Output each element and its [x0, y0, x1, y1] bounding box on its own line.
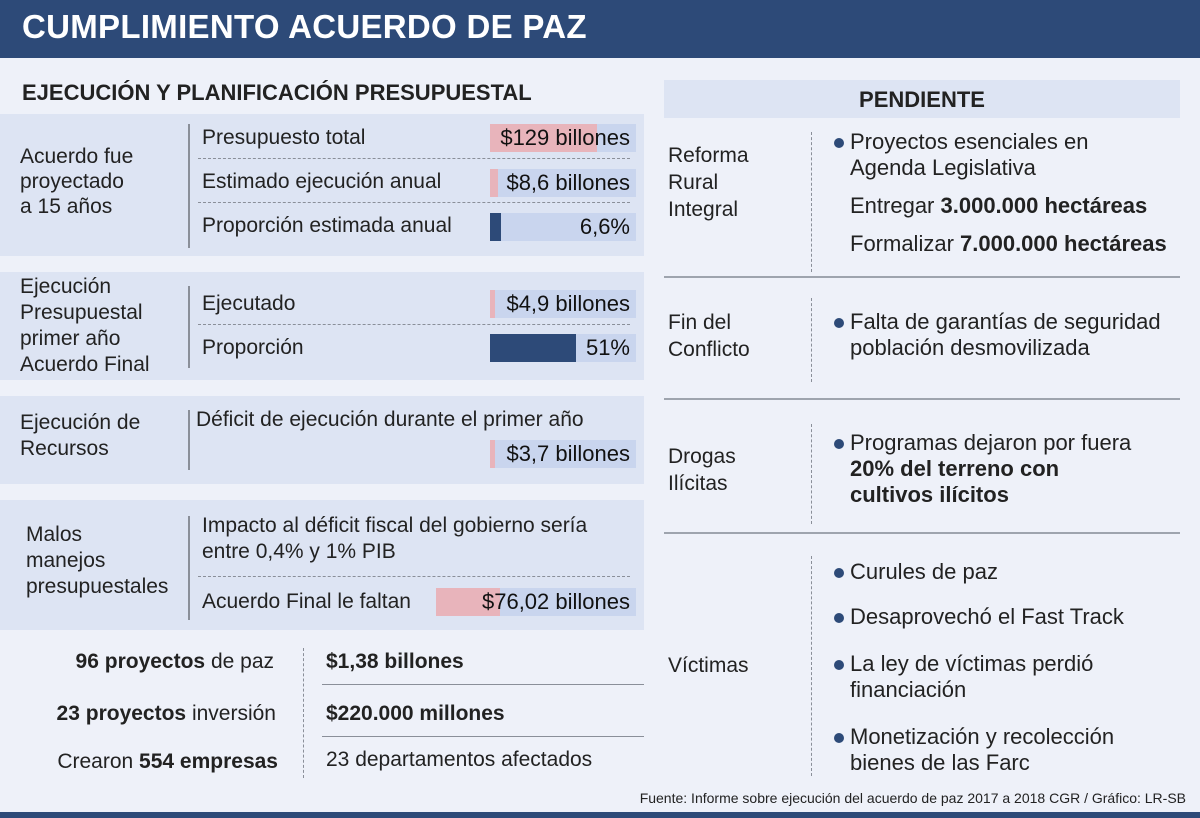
value-annual-proportion: 6,6% — [579, 214, 630, 239]
value-executed: $4,9 billones — [506, 291, 630, 316]
row-divider — [198, 202, 630, 203]
box-mismanagement-label: Malos manejos presupuestales — [26, 523, 169, 598]
row-label-total-budget: Presupuesto total — [202, 126, 366, 149]
category-end-conflict: Fin del Conflicto — [668, 311, 750, 361]
divider-line — [188, 410, 190, 470]
item-fast-track: Desaprovechó el Fast Track — [850, 604, 1124, 629]
row-divider — [198, 324, 630, 325]
box-projection: Acuerdo fue proyectado a 15 años Presupu… — [0, 114, 644, 256]
stat-companies: Crearon 554 empresas — [57, 750, 278, 773]
box-projection-label: Acuerdo fue proyectado a 15 años — [20, 145, 134, 218]
row-label-annual-proportion: Proporción estimada anual — [202, 214, 452, 237]
stat-investment-projects: 23 proyectos inversión — [56, 702, 276, 725]
pending-title: PENDIENTE — [859, 87, 985, 112]
item-programs-left-out: Programas dejaron por fuera 20% del terr… — [850, 430, 1132, 507]
impact-text-line2: entre 0,4% y 1% PIB — [202, 540, 396, 563]
page-title: CUMPLIMIENTO ACUERDO DE PAZ — [22, 8, 587, 45]
bar-fill — [490, 213, 501, 241]
bar-fill — [490, 334, 576, 362]
row-label-missing: Acuerdo Final le faltan — [202, 590, 411, 613]
header-bar: CUMPLIMIENTO ACUERDO DE PAZ — [0, 0, 1200, 58]
row-divider — [198, 576, 630, 577]
bullet-dot — [834, 568, 844, 578]
bar-annual-proportion: 6,6% — [490, 213, 636, 241]
category-victims: Víctimas — [668, 654, 749, 677]
bar-annual-estimate: $8,6 billones — [490, 169, 636, 197]
item-formalize-hectares: Formalizar 7.000.000 hectáreas — [850, 231, 1167, 256]
item-security-guarantees: Falta de garantías de seguridad població… — [850, 309, 1161, 360]
row-divider — [198, 158, 630, 159]
bullet-dot — [834, 613, 844, 623]
value-deficit: $3,7 billones — [506, 441, 630, 466]
bar-total-budget: $129 billones — [490, 124, 636, 152]
bottom-bar — [0, 812, 1200, 818]
box-first-year-label: Ejecución Presupuestal primer año Acuerd… — [20, 275, 150, 376]
box-first-year-execution: Ejecución Presupuestal primer año Acuerd… — [0, 272, 644, 380]
bar-fill — [490, 169, 498, 197]
item-deliver-hectares: Entregar 3.000.000 hectáreas — [850, 193, 1148, 218]
bullet-dot — [834, 318, 844, 328]
category-separator — [664, 398, 1180, 400]
stat-departments: 23 departamentos afectados — [326, 748, 593, 771]
bar-fill — [490, 440, 495, 468]
divider-line — [188, 516, 190, 620]
bar-deficit: $3,7 billones — [490, 440, 636, 468]
stats-row-divider — [322, 684, 644, 685]
stat-peace-projects: 96 proyectos de paz — [75, 650, 274, 673]
divider-line — [188, 286, 190, 368]
pending-header: PENDIENTE — [664, 80, 1180, 118]
item-farc-assets: Monetización y recolección bienes de las… — [850, 724, 1115, 775]
category-divider — [811, 424, 812, 524]
stat-millions: $220.000 millones — [326, 702, 505, 725]
stat-billions: $1,38 billones — [326, 650, 464, 673]
bar-fill — [436, 588, 500, 616]
bar-fill — [490, 290, 495, 318]
value-missing: $76,02 billones — [481, 589, 630, 614]
stats-row-divider — [322, 736, 644, 737]
bar-missing: $76,02 billones — [436, 588, 636, 616]
category-separator — [664, 532, 1180, 534]
category-illicit-drugs: Drogas Ilícitas — [668, 445, 736, 495]
deficit-text: Déficit de ejecución durante el primer a… — [196, 408, 584, 431]
category-divider — [811, 132, 812, 272]
box-mismanagement: Malos manejos presupuestales Impacto al … — [0, 500, 644, 630]
value-annual-estimate: $8,6 billones — [506, 170, 630, 195]
row-label-proportion: Proporción — [202, 336, 304, 359]
box-resource-execution: Ejecución de Recursos Déficit de ejecuci… — [0, 396, 644, 484]
divider-line — [188, 124, 190, 248]
bar-fill — [490, 124, 597, 152]
value-total-budget: $129 billones — [500, 125, 630, 150]
bar-proportion: 51% — [490, 334, 636, 362]
bullet-dot — [834, 138, 844, 148]
row-label-executed: Ejecutado — [202, 292, 296, 315]
category-divider — [811, 298, 812, 382]
category-rural-reform: Reforma Rural Integral — [668, 144, 749, 221]
bullet-dot — [834, 660, 844, 670]
item-peace-seats: Curules de paz — [850, 559, 998, 584]
stats-divider — [303, 648, 304, 778]
row-label-annual-estimate: Estimado ejecución anual — [202, 170, 442, 193]
item-legislative-projects: Proyectos esenciales en Agenda Legislati… — [850, 129, 1089, 180]
value-proportion: 51% — [585, 335, 630, 360]
section-title-budget: EJECUCIÓN Y PLANIFICACIÓN PRESUPUESTAL — [22, 80, 532, 105]
impact-text-line1: Impacto al déficit fiscal del gobierno s… — [202, 514, 588, 537]
bullet-dot — [834, 733, 844, 743]
bullet-dot — [834, 439, 844, 449]
box-resource-label: Ejecución de Recursos — [20, 411, 141, 460]
source-credit: Fuente: Informe sobre ejecución del acue… — [639, 790, 1186, 806]
category-divider — [811, 556, 812, 776]
category-separator — [664, 276, 1180, 278]
bar-executed: $4,9 billones — [490, 290, 636, 318]
item-victims-law: La ley de víctimas perdió financiación — [850, 651, 1094, 702]
